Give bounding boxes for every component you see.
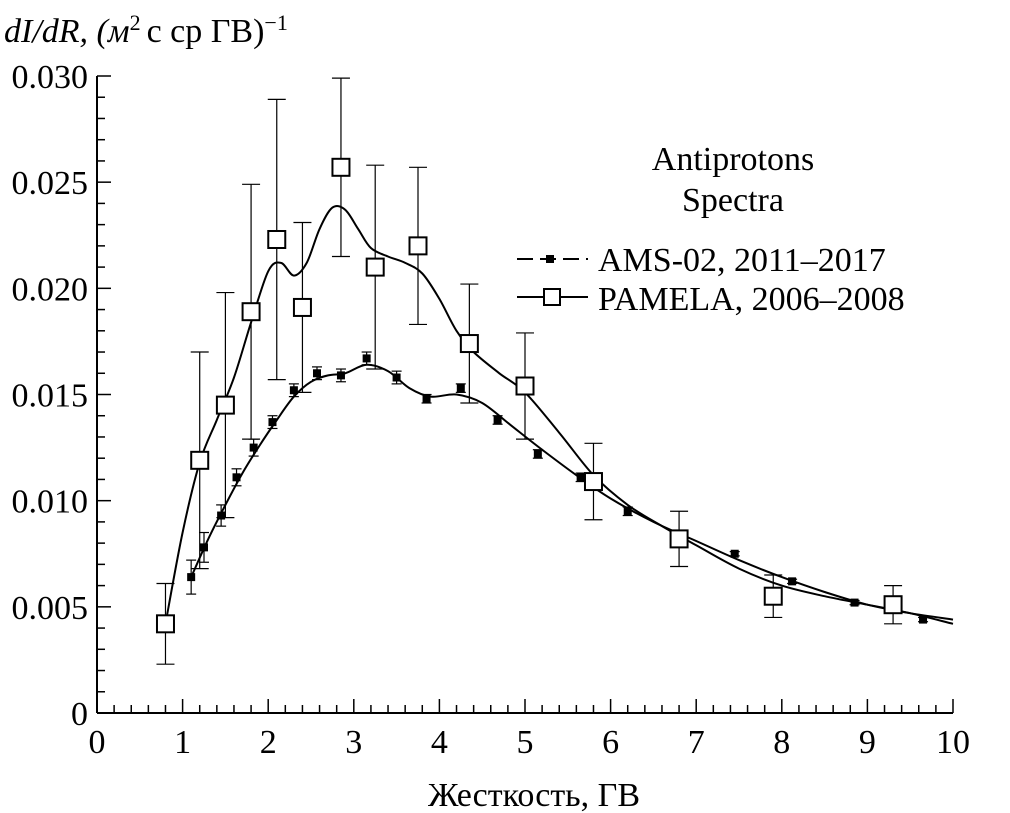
ams-point (232, 473, 241, 482)
ams-fit-curve (190, 363, 954, 621)
y-axis-title-rest: с ср ГВ) (147, 13, 265, 50)
legend-ams-label: AMS-02, 2011–2017 (598, 242, 886, 279)
pamela-point (190, 450, 210, 470)
x-tick-label: 9 (859, 724, 876, 761)
y-axis-title-exp: −1 (264, 10, 287, 35)
pamela-point (365, 257, 385, 277)
axes-frame-group: 0 1 2 3 4 5 6 7 8 9 10 0 0.005 0.010 0.015 0.020 0.025 0.… (12, 59, 971, 761)
x-axis-title: Жесткость, ГВ (428, 777, 640, 813)
pamela-point (292, 297, 312, 317)
y-axis-title: dI/dR, (м2 с ср ГВ)−1 (4, 10, 288, 51)
ams-point (217, 511, 226, 520)
pamela-point (515, 376, 535, 396)
pamela-point (669, 529, 689, 549)
legend: Antiprotons Spectra AMS-02, 2011–2017 PA… (517, 141, 905, 318)
ams-point (268, 418, 277, 427)
pamela-point (408, 236, 428, 256)
pamela-point (459, 334, 479, 354)
y-tick-label: 0.015 (12, 378, 89, 415)
ams-point (623, 507, 632, 516)
x-tick-label: 5 (517, 724, 534, 761)
pamela-point (155, 614, 175, 634)
y-tick-label: 0.020 (12, 271, 89, 308)
ams-point (362, 354, 371, 363)
pamela-point (241, 302, 261, 322)
x-tick-label: 8 (773, 724, 790, 761)
ams-point (533, 449, 542, 458)
ams-point (788, 577, 797, 586)
ams-point (730, 549, 739, 558)
y-axis-title-sup: 2 (130, 10, 141, 35)
legend-pamela-label: PAMELA, 2006–2008 (598, 281, 905, 318)
ams-point (200, 543, 208, 552)
pamela-point (331, 157, 351, 177)
ams-point (493, 415, 502, 424)
pamela-point (267, 229, 287, 249)
y-tick-label: 0 (71, 696, 88, 733)
data-points-group (155, 157, 928, 634)
pamela-point (583, 472, 603, 492)
ams-point (422, 394, 431, 403)
x-tick-label: 6 (602, 724, 619, 761)
y-tick-label: 0.025 (12, 165, 89, 202)
ams-point (249, 443, 258, 452)
y-tick-label: 0.005 (12, 590, 89, 627)
pamela-point (883, 595, 903, 615)
y-tick-label: 0.030 (12, 59, 89, 96)
ams-point (336, 371, 345, 380)
x-tick-label: 10 (936, 724, 970, 761)
ams-point (312, 369, 321, 378)
x-tick-label: 2 (260, 724, 277, 761)
legend-title-line-1: Antiprotons (652, 141, 814, 178)
ams-point (919, 615, 928, 624)
pamela-point (763, 586, 783, 606)
ams-point (850, 598, 859, 607)
ams-point (289, 386, 298, 395)
ams-point (456, 384, 465, 393)
x-tick-label: 7 (688, 724, 705, 761)
legend-title-line-2: Spectra (682, 182, 784, 219)
ams-point (187, 573, 196, 582)
ams-point (576, 473, 585, 482)
x-tick-label: 1 (174, 724, 191, 761)
y-tick-label: 0.010 (12, 484, 89, 521)
legend-ams-marker (546, 255, 554, 263)
ams-point (392, 373, 401, 382)
x-tick-label: 3 (345, 724, 362, 761)
pamela-point (215, 395, 235, 415)
x-tick-label: 4 (431, 724, 448, 761)
y-axis-title-main: dI/dR, (м (4, 13, 130, 50)
legend-pamela-marker (543, 288, 561, 306)
x-tick-label: 0 (89, 724, 106, 761)
